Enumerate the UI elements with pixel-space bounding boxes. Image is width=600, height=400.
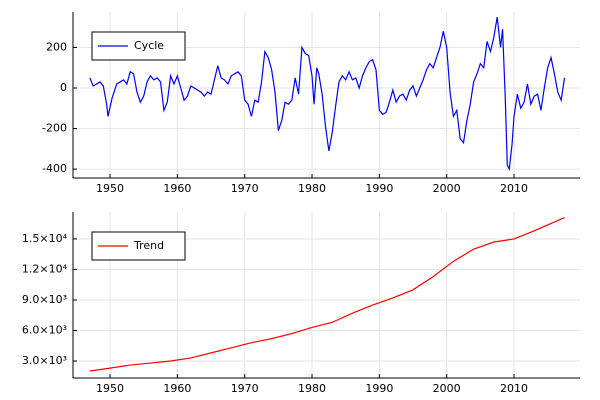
series-line bbox=[89, 16, 566, 172]
x-tick-label: 1960 bbox=[163, 182, 191, 195]
x-tick-label: 1970 bbox=[231, 382, 259, 395]
series-line bbox=[89, 217, 565, 372]
y-tick-label: 1.2×10⁴ bbox=[22, 262, 68, 275]
y-tick-label: 1.5×10⁴ bbox=[22, 232, 68, 245]
x-tick-label: 1990 bbox=[365, 382, 393, 395]
y-tick-label: 0 bbox=[60, 81, 67, 94]
x-tick-label: 2000 bbox=[433, 382, 461, 395]
x-tick-label: 2010 bbox=[500, 382, 528, 395]
y-tick-label: -200 bbox=[42, 122, 67, 135]
y-tick-label: 9.0×10³ bbox=[22, 293, 67, 306]
y-tick-label: 3.0×10³ bbox=[22, 354, 67, 367]
legend-label: Trend bbox=[133, 239, 164, 252]
x-tick-label: 1980 bbox=[298, 182, 326, 195]
x-tick-label: 1950 bbox=[96, 382, 124, 395]
x-tick-label: 1960 bbox=[163, 382, 191, 395]
y-tick-label: 200 bbox=[46, 40, 67, 53]
x-tick-label: 2000 bbox=[433, 182, 461, 195]
y-tick-label: -400 bbox=[42, 162, 67, 175]
x-tick-label: 2010 bbox=[500, 182, 528, 195]
x-tick-label: 1950 bbox=[96, 182, 124, 195]
y-tick-label: 6.0×10³ bbox=[22, 323, 67, 336]
legend-label: Cycle bbox=[134, 39, 164, 52]
x-tick-label: 1970 bbox=[231, 182, 259, 195]
x-tick-label: 1990 bbox=[365, 182, 393, 195]
x-tick-label: 1980 bbox=[298, 382, 326, 395]
